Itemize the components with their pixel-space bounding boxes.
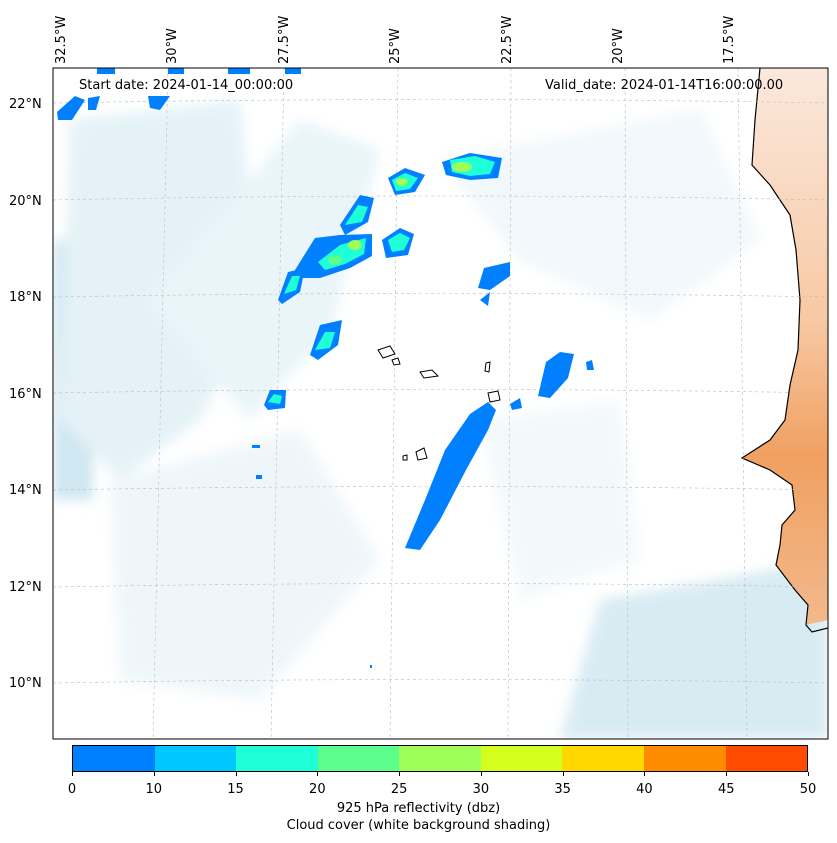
lon-label-27-5w: 27.5°W (277, 15, 292, 64)
colorbar-tick-mark (726, 772, 728, 776)
colorbar-tick-label: 15 (227, 782, 244, 797)
colorbar-tick-label: 50 (799, 782, 817, 797)
colorbar-tick-label: 10 (145, 782, 163, 797)
lat-label-22n: 22°N (9, 97, 42, 112)
map-frame (52, 67, 829, 740)
colorbar-tick-mark (644, 772, 646, 776)
colorbar-tick-label: 40 (636, 782, 653, 797)
colorbar-tick-mark (235, 772, 237, 776)
colorbar-segment (73, 746, 155, 771)
lon-label-22-5w: 22.5°W (500, 15, 515, 64)
colorbar-sublabel: Cloud cover (white background shading) (286, 818, 551, 833)
colorbar-tick-label: 35 (554, 782, 571, 797)
colorbar-tick-label: 25 (390, 782, 408, 797)
colorbar-segment (154, 746, 237, 771)
colorbar-tick-mark (72, 772, 73, 776)
colorbar-segment (480, 746, 563, 771)
colorbar-segment (399, 746, 481, 771)
start-date-label: Start date: 2024-01-14_00:00:00 (79, 78, 294, 93)
lat-label-14n: 14°N (9, 483, 42, 498)
lon-label-20w: 20°W (611, 28, 626, 64)
africa-land (742, 68, 828, 625)
lat-label-10n: 10°N (9, 676, 42, 691)
cloud-cover-shading (53, 100, 828, 739)
reflectivity-cells (57, 68, 594, 668)
colorbar-tick-label: 20 (309, 782, 326, 797)
lon-label-30w: 30°W (165, 28, 180, 64)
lon-label-32-5w: 32.5°W (54, 15, 69, 64)
colorbar-segment (236, 746, 318, 771)
colorbar-tick-mark (399, 772, 401, 776)
colorbar-tick-label: 30 (472, 782, 490, 797)
colorbar-segment (562, 746, 644, 771)
colorbar-segment (643, 746, 726, 771)
colorbar-tick-mark (808, 772, 809, 776)
colorbar-tick-label: 45 (717, 782, 735, 797)
colorbar-segment (725, 746, 808, 771)
colorbar-tick-mark (562, 772, 564, 776)
colorbar-tick-mark (317, 772, 319, 776)
map-area (53, 68, 828, 739)
colorbar-tick-label: 0 (67, 782, 77, 797)
colorbar-tick-mark (153, 772, 155, 776)
lon-label-17-5w: 17.5°W (722, 15, 737, 64)
colorbar-tick-mark (480, 772, 482, 776)
coastline (740, 68, 828, 633)
colorbar (72, 745, 808, 772)
colorbar-segment (317, 746, 400, 771)
lon-label-25w: 25°W (388, 28, 403, 64)
lat-label-16n: 16°N (9, 387, 42, 402)
colorbar-label: 925 hPa reflectivity (dbz) (336, 801, 501, 816)
lat-label-12n: 12°N (9, 580, 42, 595)
lat-label-20n: 20°N (9, 194, 42, 209)
valid-date-label: Valid_date: 2024-01-14T16:00:00.00 (545, 78, 784, 93)
lat-label-18n: 18°N (9, 290, 42, 305)
